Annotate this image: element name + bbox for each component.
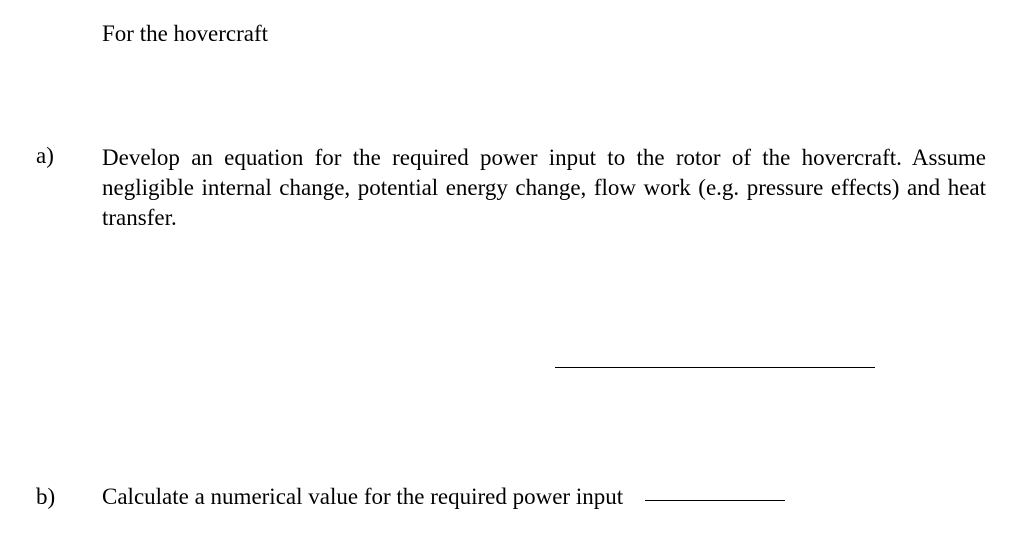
question-item-a: a) Develop an equation for the required … [36, 143, 986, 233]
section-heading: For the hovercraft [102, 21, 268, 47]
answer-blank-b [645, 500, 785, 501]
item-b-text: Calculate a numerical value for the requ… [102, 484, 623, 510]
item-a-marker: a) [36, 143, 102, 169]
question-item-b: b) Calculate a numerical value for the r… [36, 484, 986, 510]
answer-blank-a [555, 367, 875, 368]
item-b-content: Calculate a numerical value for the requ… [102, 484, 785, 510]
item-a-text: Develop an equation for the required pow… [102, 143, 986, 233]
item-b-marker: b) [36, 484, 102, 510]
